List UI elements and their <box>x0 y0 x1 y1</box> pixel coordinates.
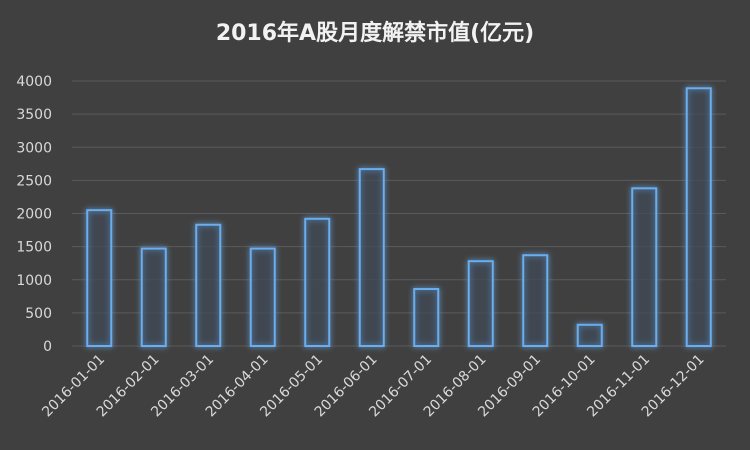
y-tick-label: 500 <box>25 306 52 322</box>
chart-title: 2016年A股月度解禁市值(亿元) <box>216 20 534 46</box>
bar <box>140 247 167 347</box>
bar <box>304 217 331 347</box>
bar <box>685 87 712 347</box>
bar <box>522 254 549 347</box>
bar <box>195 223 222 347</box>
y-tick-label: 4000 <box>16 74 52 90</box>
bar <box>413 288 440 347</box>
y-tick-label: 1000 <box>16 273 52 289</box>
bar <box>358 168 385 347</box>
y-tick-label: 1500 <box>16 240 52 256</box>
bar <box>86 209 113 347</box>
y-tick-label: 3000 <box>16 140 52 156</box>
y-tick-label: 3500 <box>16 107 52 123</box>
y-tick-label: 0 <box>43 339 52 355</box>
bar <box>576 323 603 347</box>
bar <box>467 260 494 348</box>
bar <box>631 187 658 347</box>
y-tick-label: 2500 <box>16 173 52 189</box>
bar <box>249 247 276 347</box>
y-tick-label: 2000 <box>16 207 52 223</box>
